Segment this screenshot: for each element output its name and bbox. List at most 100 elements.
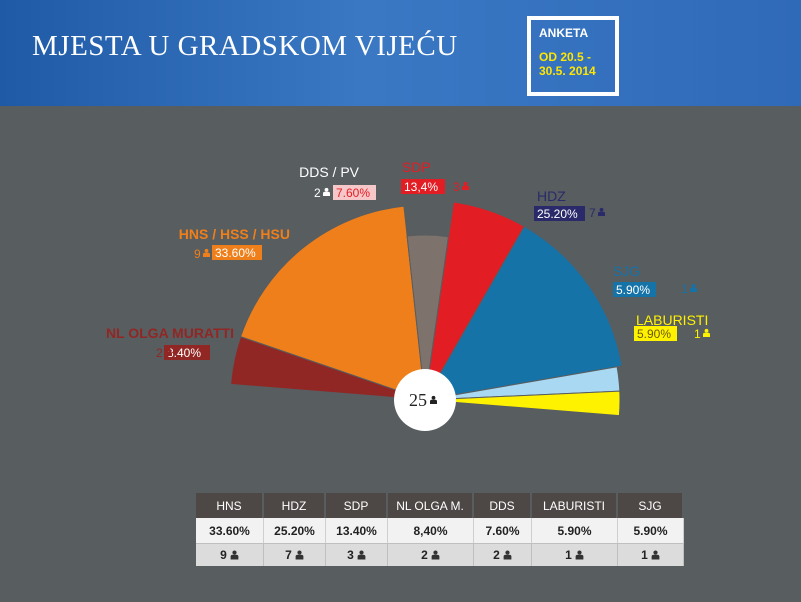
table-header-hns: HNS bbox=[196, 493, 264, 518]
table-percent-hdz: 25.20% bbox=[264, 518, 326, 543]
person-icon bbox=[575, 550, 584, 560]
person-icon bbox=[230, 550, 239, 560]
slice-label-sdp: SDP 13,4% 3 bbox=[401, 159, 469, 194]
person-icon bbox=[430, 395, 437, 404]
percent-value-laburisti: 5.90% bbox=[637, 327, 671, 341]
table-percent-hns: 33.60% bbox=[196, 518, 264, 543]
slice-label-sjg: SJG 5.90% 1 bbox=[613, 263, 697, 297]
table-percent-sdp: 13.40% bbox=[326, 518, 388, 543]
table-header-hdz: HDZ bbox=[264, 493, 326, 518]
percent-badge-hdz bbox=[534, 206, 585, 221]
person-icon bbox=[690, 283, 697, 292]
person-icon bbox=[598, 207, 605, 216]
person-icon bbox=[203, 248, 210, 257]
seat-count-sdp: 3 bbox=[453, 180, 460, 194]
table-seats-dds: 2 bbox=[474, 543, 532, 566]
table-seats-nl-olga-m: 2 bbox=[388, 543, 474, 566]
seat-count-laburisti: 1 bbox=[694, 327, 701, 341]
person-icon bbox=[651, 550, 660, 560]
table-seats-laburisti: 1 bbox=[532, 543, 618, 566]
table-header-sdp: SDP bbox=[326, 493, 388, 518]
person-icon bbox=[295, 550, 304, 560]
table-header-sjg: SJG bbox=[618, 493, 684, 518]
slice-label-nl-olga-muratti: NL OLGA MURATTI 8.40% 2 bbox=[106, 325, 234, 360]
person-icon bbox=[503, 550, 512, 560]
poll-info-box: ANKETA OD 20.5 - 30.5. 2014 bbox=[527, 16, 619, 96]
percent-value-nl-olga-muratti: 8.40% bbox=[167, 346, 201, 360]
slice-label-hdz: HDZ 25.20% 7 bbox=[534, 188, 605, 221]
person-icon bbox=[575, 550, 584, 560]
table-percent-laburisti: 5.90% bbox=[532, 518, 618, 543]
person-icon bbox=[230, 550, 239, 560]
table-percent-nl-olga-m: 8,40% bbox=[388, 518, 474, 543]
person-icon bbox=[431, 550, 440, 560]
table-percent-sjg: 5.90% bbox=[618, 518, 684, 543]
table-percent-row: 33.60% 25.20% 13.40% 8,40% 7.60% 5.90% 5.90% bbox=[196, 518, 684, 543]
seat-count-sjg: 1 bbox=[681, 282, 688, 296]
table-header-dds: DDS bbox=[474, 493, 532, 518]
table-seats-value: 3 bbox=[347, 548, 354, 562]
table-percent-dds: 7.60% bbox=[474, 518, 532, 543]
person-icon bbox=[651, 550, 660, 560]
pie-slice-hns-hss-hsu bbox=[239, 205, 426, 401]
results-table: HNS HDZ SDP NL OLGA M. DDS LABURISTI SJG 33.60… bbox=[196, 493, 684, 566]
center-circle bbox=[394, 369, 456, 431]
person-icon bbox=[703, 328, 710, 337]
percent-value-sdp: 13,4% bbox=[404, 180, 438, 194]
percent-badge-laburisti bbox=[634, 326, 677, 341]
percent-badge-sjg bbox=[613, 282, 656, 297]
table-seats-value: 7 bbox=[285, 548, 292, 562]
percent-badge-dds-pv bbox=[333, 185, 376, 200]
seat-count-hns-hss-hsu: 9 bbox=[194, 247, 201, 261]
table-header-row: HNS HDZ SDP NL OLGA M. DDS LABURISTI SJG bbox=[196, 493, 684, 518]
slice-name-hns-hss-hsu: HNS / HSS / HSU bbox=[179, 226, 290, 242]
slice-name-dds-pv: DDS / PV bbox=[299, 164, 360, 180]
table-seats-value: 1 bbox=[641, 548, 648, 562]
slice-label-hns-hss-hsu: HNS / HSS / HSU 33.60% 9 bbox=[179, 226, 290, 261]
table-seats-hdz: 7 bbox=[264, 543, 326, 566]
page-title: MJESTA U GRADSKOM VIJEĆU bbox=[32, 30, 458, 62]
table-header-nl-olga-m: NL OLGA M. bbox=[388, 493, 474, 518]
person-icon bbox=[431, 550, 440, 560]
percent-value-sjg: 5.90% bbox=[616, 283, 650, 297]
pie-slice-laburisti bbox=[424, 390, 621, 417]
slice-name-nl-olga-muratti: NL OLGA MURATTI bbox=[106, 325, 234, 341]
person-icon bbox=[295, 550, 304, 560]
slice-name-sdp: SDP bbox=[402, 159, 431, 175]
slice-name-sjg: SJG bbox=[613, 263, 640, 279]
table-seats-sjg: 1 bbox=[618, 543, 684, 566]
table-seats-hns: 9 bbox=[196, 543, 264, 566]
table-seats-sdp: 3 bbox=[326, 543, 388, 566]
person-icon bbox=[357, 550, 366, 560]
table-header-laburisti: LABURISTI bbox=[532, 493, 618, 518]
percent-value-hns-hss-hsu: 33.60% bbox=[215, 246, 256, 260]
poll-label: ANKETA bbox=[539, 26, 589, 40]
table-seats-value: 1 bbox=[565, 548, 572, 562]
percent-badge-nl-olga-muratti bbox=[164, 345, 210, 360]
person-icon bbox=[165, 347, 172, 356]
person-icon bbox=[357, 550, 366, 560]
table-seats-value: 2 bbox=[421, 548, 428, 562]
seat-count-dds-pv: 2 bbox=[314, 186, 321, 200]
percent-value-hdz: 25.20% bbox=[537, 207, 578, 221]
table-seats-value: 9 bbox=[220, 548, 227, 562]
percent-badge-sdp bbox=[401, 179, 445, 194]
total-seats-label: 25 bbox=[409, 390, 427, 410]
table-seats-row: 9 7 3 2 2 1 1 bbox=[196, 543, 684, 566]
header-banner: MJESTA U GRADSKOM VIJEĆU ANKETA OD 20.5 … bbox=[0, 0, 801, 106]
percent-value-dds-pv: 7.60% bbox=[336, 186, 370, 200]
person-icon bbox=[462, 181, 469, 190]
seat-count-nl-olga-muratti: 2 bbox=[156, 346, 163, 360]
pie-slice-hdz bbox=[424, 225, 623, 401]
person-icon bbox=[503, 550, 512, 560]
seat-count-hdz: 7 bbox=[589, 206, 596, 220]
slice-name-hdz: HDZ bbox=[537, 188, 566, 204]
table-seats-value: 2 bbox=[493, 548, 500, 562]
person-icon bbox=[430, 395, 437, 404]
poll-dates: OD 20.5 - 30.5. 2014 bbox=[539, 50, 596, 78]
person-icon bbox=[323, 187, 330, 196]
slice-label-dds-pv: DDS / PV 7.60% 2 bbox=[299, 164, 376, 200]
percent-badge-hns-hss-hsu bbox=[212, 245, 262, 260]
